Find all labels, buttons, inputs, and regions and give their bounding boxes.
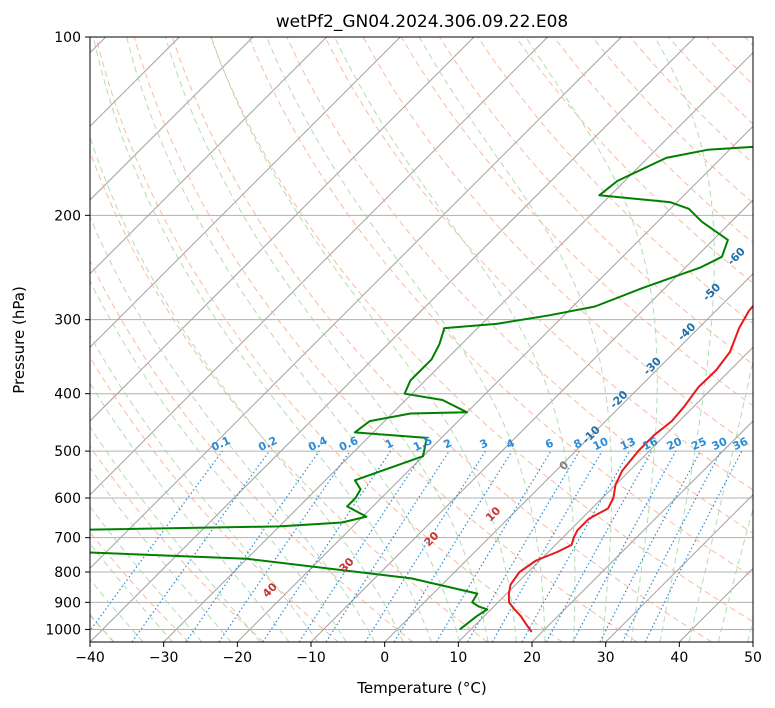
dry-adiabat-line: [171, 37, 712, 642]
chart-title: wetPf2_GN04.2024.306.09.22.E08: [276, 12, 568, 32]
mixing-ratio-line: [90, 450, 223, 632]
x-tick-label: 20: [523, 650, 541, 666]
x-tick-label: 10: [449, 650, 467, 666]
moist-adiabat-line: [90, 334, 319, 642]
moist-adiabat-line: [90, 382, 290, 642]
mixing-ratio-line: [572, 450, 677, 642]
dry-adiabat-line: [515, 37, 753, 284]
mixing-ratio-line: [131, 450, 270, 642]
plot-frame: [89, 36, 754, 643]
moist-adiabat-line: [418, 37, 613, 642]
y-tick-label: 700: [54, 531, 81, 547]
x-tick-label: −10: [296, 650, 326, 666]
dry-adiabat-line: [324, 37, 753, 491]
isotherm-line: [90, 37, 401, 349]
mixing-ratio-line: [218, 450, 351, 642]
isotherm-line: [90, 37, 254, 201]
dry-adiabat-line: [248, 37, 753, 578]
mixing-ratio-label: 30: [710, 435, 730, 453]
mixing-ratio-line: [325, 450, 450, 642]
dry-adiabat-line: [95, 37, 563, 642]
moist-adiabat-line: [654, 37, 715, 642]
isotherm-line: [236, 125, 753, 642]
moist-adiabat-line: [210, 37, 517, 642]
temperature-profile-line: [507, 304, 753, 633]
moist-adiabat-line: [90, 542, 173, 642]
moist-adiabat-line: [717, 506, 753, 642]
mixing-ratio-line: [185, 450, 320, 642]
y-tick-label: 400: [54, 387, 81, 403]
isotherm-line: [90, 37, 475, 422]
y-tick-label: 600: [54, 491, 81, 507]
mixing-ratio-label: 36: [731, 435, 751, 453]
dry-adiabat-line: [90, 259, 414, 642]
x-tick-label: 30: [597, 650, 615, 666]
mixing-ratio-line: [491, 450, 603, 642]
x-axis-label: Temperature (°C): [356, 679, 486, 697]
moist-adiabat-line: [126, 37, 461, 642]
x-tick-label: −40: [75, 650, 105, 666]
moist-adiabat-line: [90, 505, 203, 642]
isotherm-line: [90, 37, 549, 496]
mixing-ratio-line: [466, 450, 580, 642]
moist-adiabat-line: [164, 37, 489, 642]
moist-adiabat-line: [90, 215, 376, 642]
mixing-ratio-line: [545, 450, 653, 642]
mixing-ratio-label: 13: [618, 435, 637, 453]
y-tick-label: 300: [54, 313, 81, 329]
dry-adiabat-line: [210, 37, 753, 623]
y-tick-label: 100: [54, 30, 81, 46]
dry-adiabat-line: [90, 356, 339, 642]
dry-adiabat-line: [90, 445, 264, 642]
mixing-ratio-line: [644, 450, 743, 642]
moist-adiabat-line: [90, 135, 404, 642]
mixing-ratio-label: 20: [665, 435, 685, 453]
mixing-ratio-line: [262, 450, 392, 642]
moist-adiabat-line: [266, 37, 546, 642]
x-tick-label: −20: [223, 650, 253, 666]
moist-adiabat-line: [90, 467, 232, 642]
mixing-ratio-line: [298, 450, 425, 642]
x-tick-label: 40: [670, 650, 688, 666]
dewpoint-profile-line: [90, 145, 753, 631]
moist-adiabat-line: [90, 426, 261, 642]
plot-area: [90, 37, 753, 642]
isotherm-line: [531, 420, 753, 642]
y-tick-label: 900: [54, 595, 81, 611]
y-tick-label: 800: [54, 565, 81, 581]
moist-adiabat-line: [334, 37, 576, 642]
mixing-ratio-line: [435, 450, 552, 642]
isotherm-line: [90, 37, 696, 642]
moist-adiabat-line: [525, 37, 658, 642]
isotherm-line: [605, 493, 753, 642]
mixing-ratio-line: [621, 450, 722, 642]
isotherm-line: [90, 37, 328, 275]
x-tick-label: 0: [380, 650, 389, 666]
dry-adiabat-line: [286, 37, 753, 534]
y-tick-label: 200: [54, 208, 81, 224]
moist-adiabat-line: [688, 358, 753, 642]
isotherm-line: [384, 272, 753, 642]
y-tick-label: 1000: [45, 622, 81, 638]
x-tick-label: 50: [744, 650, 762, 666]
isotherm-line: [163, 51, 753, 642]
x-tick-label: −30: [149, 650, 179, 666]
isotherm-line: [457, 346, 753, 642]
y-tick-label: 500: [54, 444, 81, 460]
mixing-ratio-label: 25: [689, 435, 708, 453]
mixing-ratio-label: 10: [591, 435, 611, 453]
mixing-ratio-label: 16: [640, 435, 660, 453]
moist-adiabat-line: [90, 578, 144, 642]
mixing-ratio-line: [599, 450, 702, 642]
moist-adiabat-line: [92, 37, 432, 642]
y-axis-label: Pressure (hPa): [10, 286, 28, 394]
